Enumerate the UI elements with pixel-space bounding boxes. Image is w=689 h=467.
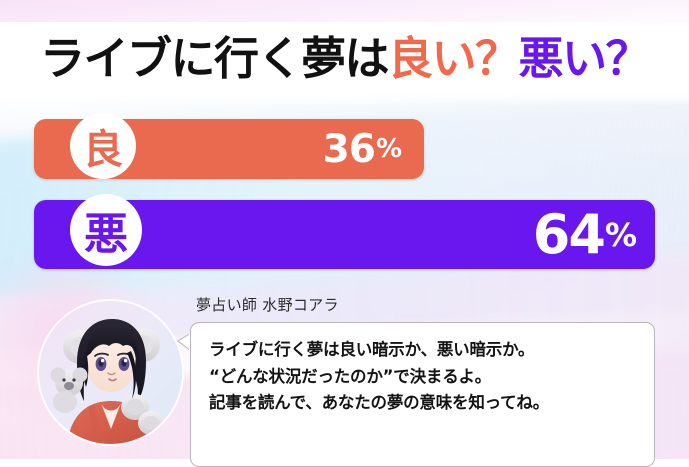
title-white-band-fade [0, 94, 689, 106]
poll-badge-good: 良 [70, 113, 136, 179]
poll-value-good: 36% [34, 119, 424, 179]
poll-value-bad-number: 64 [532, 202, 606, 266]
title-segment-good: 良い？ [387, 31, 520, 85]
poll-badge-bad: 悪 [70, 194, 142, 266]
title-segment-plain: ライブに行く夢は [39, 31, 390, 85]
poll-value-good-number: 36 [322, 126, 376, 172]
title-segment-bad: 悪い？ [518, 31, 651, 85]
poll-badge-bad-label: 悪 [84, 209, 128, 260]
page-title: ライブに行く夢は 良い？ 悪い？ [0, 27, 689, 89]
bubble-line: “どんな状況だったのか”で決まるよ。 [209, 366, 492, 386]
bubble-line: 記事を読んで、あなたの夢の意味を知ってね。 [209, 393, 549, 413]
bubble-line: ライブに行く夢は良い暗示か、悪い暗示か。 [209, 340, 535, 359]
speaker-name: 夢占い師 水野コアラ [196, 296, 339, 314]
koala-girl-avatar-icon [39, 301, 182, 444]
title-white-band [0, 22, 689, 94]
poll-value-good-percent-symbol: % [375, 134, 402, 164]
poll-value-bad: 64% [34, 200, 655, 269]
poll-badge-good-label: 良 [83, 127, 123, 173]
poll-value-bad-percent-symbol: % [604, 215, 637, 254]
speech-bubble: ライブに行く夢は良い暗示か、悪い暗示か。 “どんな状況だったのか”で決まるよ。 … [190, 322, 655, 467]
